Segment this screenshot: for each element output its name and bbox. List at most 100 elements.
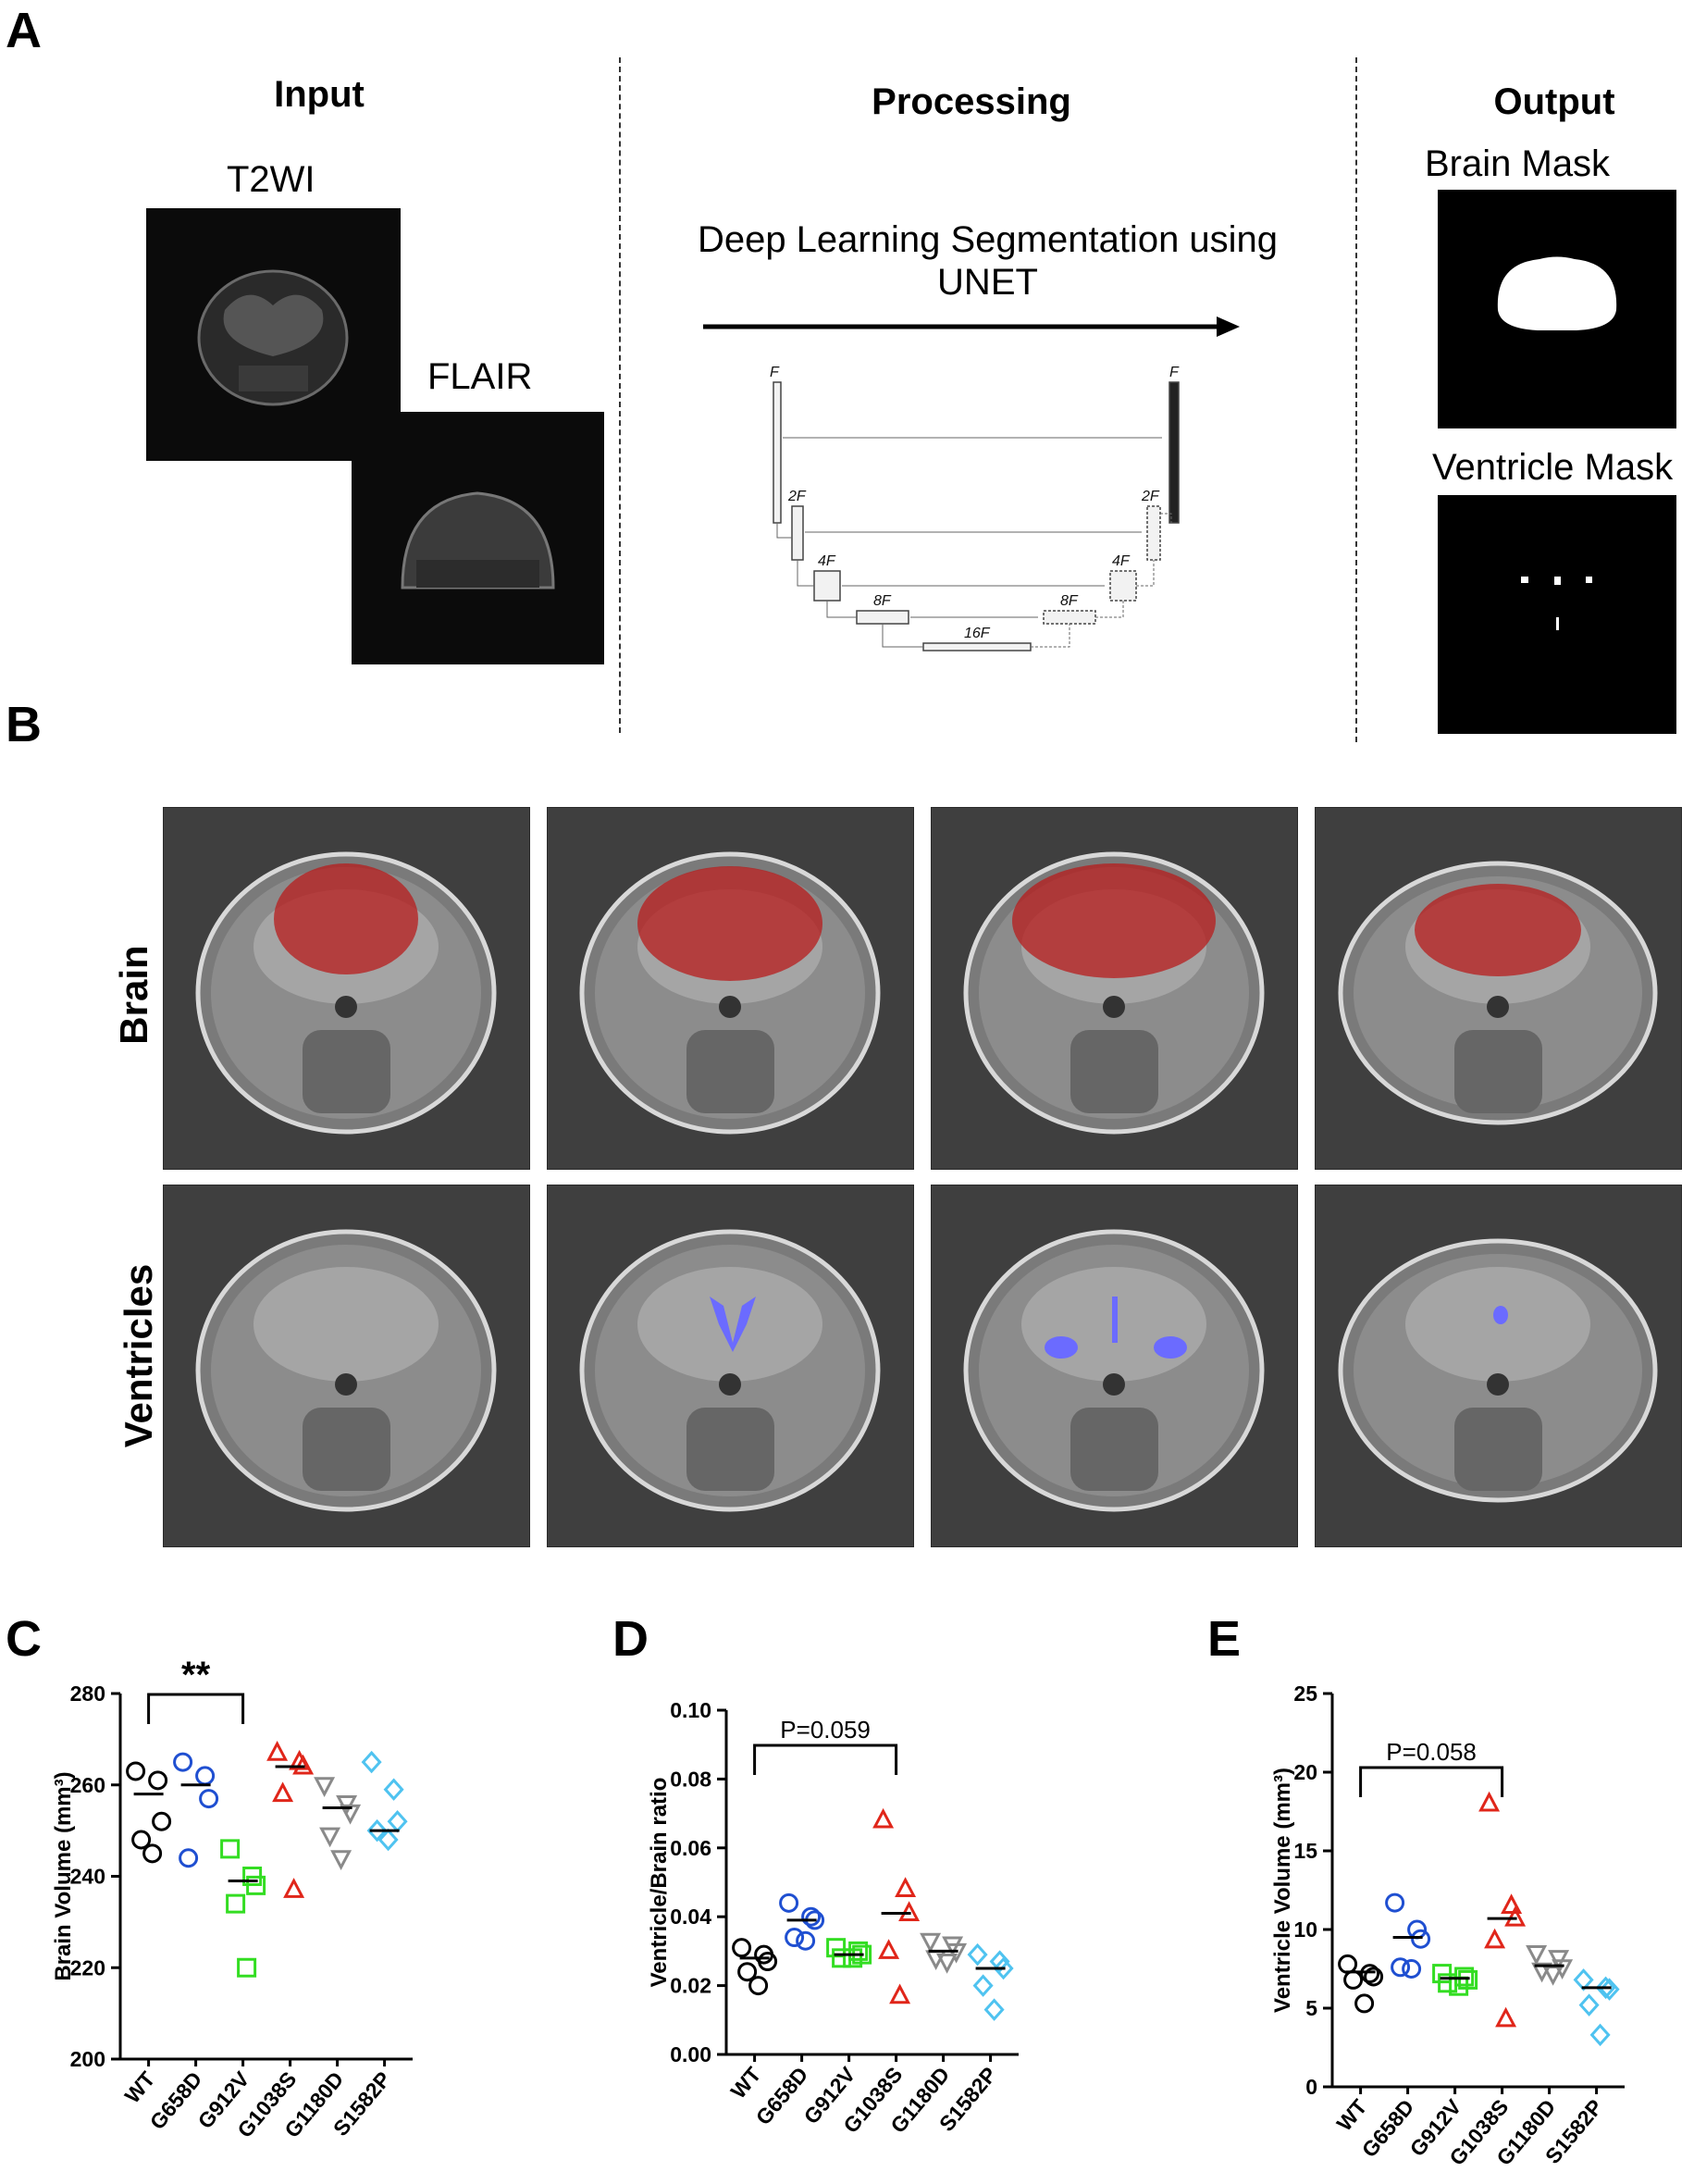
x-tick-label-wt: WT: [1332, 2095, 1372, 2136]
data-point: [266, 1740, 289, 1761]
data-point: [967, 1942, 988, 1967]
series-g1180d: [314, 1777, 362, 1870]
data-point: [1589, 2023, 1611, 2047]
unet-label-8f-left: 8F: [873, 593, 892, 609]
input-title: Input: [274, 74, 365, 115]
data-point: [1578, 1993, 1600, 2016]
data-point: [330, 1850, 352, 1870]
y-axis-label: Ventricle/Brain ratio: [647, 1778, 672, 1988]
divider-right: [1355, 57, 1357, 742]
data-point: [220, 1839, 241, 1859]
data-point: [993, 1956, 1014, 1980]
unet-label-8f-right: 8F: [1060, 593, 1079, 609]
mri-tile-brain-1: [163, 807, 530, 1170]
data-point: [732, 1938, 752, 1958]
data-point: [1385, 1892, 1405, 1913]
t2wi-image: [146, 208, 401, 461]
unet-diagram: F F 2F 2F 4F 4F 8F 8F 16F: [770, 365, 1180, 651]
t2wi-scan-graphic: [197, 269, 349, 406]
data-point: [920, 1932, 942, 1954]
data-point: [361, 1750, 382, 1774]
data-point: [1526, 1945, 1548, 1966]
t2wi-label: T2WI: [227, 159, 315, 200]
data-point: [1548, 1950, 1570, 1970]
x-tick-label-g658d: G658D: [145, 2067, 207, 2135]
chart-brain-volume: 200 220 240 260 280 Brain Volume (mm³) WTG658D…: [51, 1657, 413, 2142]
data-point: [832, 1948, 852, 1968]
y-tick-label: 200: [70, 2047, 105, 2071]
data-point: [283, 1878, 305, 1898]
data-point: [131, 1830, 152, 1850]
data-point: [1599, 1978, 1620, 2001]
panel-letter-e: E: [1207, 1611, 1242, 1667]
data-point: [195, 1766, 216, 1786]
series-wt: [732, 1938, 778, 1996]
processing-arrow: [703, 316, 1240, 337]
data-point: [843, 1948, 863, 1968]
series-s1582p: [1573, 1968, 1620, 2047]
y-tick-label: 25: [1293, 1681, 1317, 1706]
mri-tile-brain-4: [1315, 807, 1682, 1170]
data-point: [878, 1939, 900, 1959]
y-tick-label: 220: [70, 1955, 105, 1979]
data-point: [1595, 1976, 1616, 2000]
panel-letter-a: A: [6, 3, 42, 58]
data-point: [1343, 1969, 1364, 1990]
y-tick-label: 0.08: [670, 1767, 711, 1791]
data-point: [1552, 1959, 1574, 1980]
data-point: [377, 1828, 399, 1852]
unet-label-16f: 16F: [964, 626, 991, 641]
data-point: [366, 1818, 388, 1843]
mri-tile-ventricles-1: [163, 1185, 530, 1547]
data-point: [152, 1811, 172, 1831]
data-point: [801, 1906, 822, 1927]
data-point: [936, 1954, 958, 1974]
mri-tile-ventricles-4: [1315, 1185, 1682, 1547]
series-g1038s: [872, 1807, 921, 2004]
series-g912v: [826, 1938, 872, 1968]
output-title: Output: [1493, 81, 1615, 122]
data-point: [340, 1804, 362, 1825]
data-point: [796, 1930, 816, 1951]
data-point: [1495, 2006, 1517, 2028]
series-s1582p: [361, 1750, 408, 1852]
significance-bracket: [147, 1693, 245, 1724]
y-tick-label: 0.06: [670, 1836, 711, 1860]
processing-caption: Deep Learning Segmentation using UNET: [638, 218, 1337, 304]
significance-label: P=0.059: [780, 1716, 871, 1743]
data-point: [889, 1983, 911, 2004]
significance-bracket: [1359, 1766, 1504, 1797]
series-s1582p: [967, 1942, 1014, 2021]
y-tick-label: 0: [1305, 2075, 1317, 2099]
unet-label-4f-left: 4F: [818, 553, 836, 569]
mri-tile-brain-3: [931, 807, 1298, 1170]
data-point: [387, 1810, 408, 1833]
processing-title: Processing: [872, 81, 1071, 122]
data-point: [314, 1777, 336, 1797]
data-point: [758, 1952, 778, 1972]
series-g658d: [1385, 1892, 1431, 1979]
panel-letter-d: D: [612, 1611, 649, 1667]
series-g1038s: [1478, 1791, 1527, 2028]
mri-tile-brain-2: [547, 807, 914, 1170]
data-point: [142, 1843, 163, 1864]
data-point: [1542, 1966, 1564, 1986]
series-g912v: [220, 1839, 266, 1978]
data-point: [173, 1752, 193, 1772]
data-point: [199, 1789, 219, 1809]
brain-mask-image: [1438, 190, 1676, 428]
data-point: [1573, 1968, 1594, 1992]
mri-grid: [163, 807, 1682, 1547]
brain-mask-graphic: [1497, 256, 1617, 330]
y-tick-label: 0.02: [670, 1974, 711, 1998]
significance-bracket: [753, 1743, 898, 1775]
panel-letter-c: C: [6, 1611, 42, 1667]
data-point: [737, 1962, 758, 1982]
unet-label-4f-right: 4F: [1112, 553, 1131, 569]
series-wt: [1338, 1954, 1384, 2014]
y-tick-label: 5: [1305, 1996, 1317, 2020]
mri-tile-ventricles-2: [547, 1185, 914, 1547]
y-tick-label: 0.00: [670, 2042, 711, 2066]
series-g912v: [1432, 1964, 1478, 1996]
x-tick-label-g658d: G658D: [1357, 2095, 1419, 2163]
